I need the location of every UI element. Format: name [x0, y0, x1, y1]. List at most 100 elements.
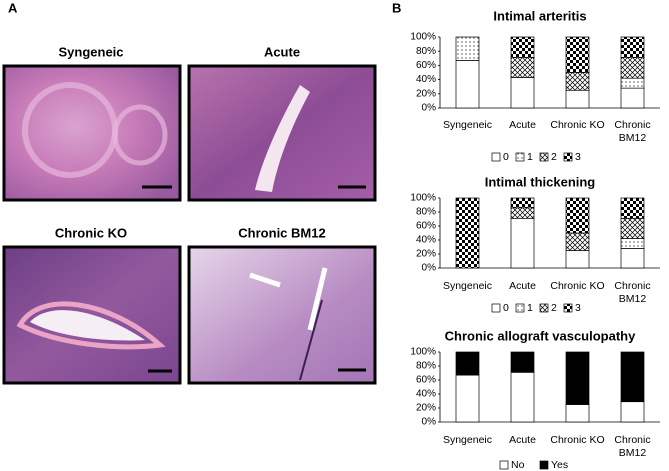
x-tick-label: Chronic BM12	[614, 280, 651, 305]
bar-segment	[620, 401, 645, 423]
y-tick-label: 60%	[416, 60, 436, 71]
bar-segment	[620, 57, 645, 79]
legend-swatch	[563, 152, 573, 162]
legend-label: No	[511, 459, 525, 471]
y-tick-label: 0%	[422, 103, 437, 114]
bar-segment	[455, 197, 480, 269]
bar-segment	[620, 248, 645, 269]
bar-segment	[455, 374, 480, 423]
legend-label: Yes	[551, 459, 568, 471]
x-tick-label: Acute	[509, 280, 536, 292]
bar-segment	[565, 404, 590, 423]
tissue-gap	[249, 267, 328, 331]
chart-title: Chronic allograft vasculopathy	[445, 328, 636, 343]
y-tick-label: 40%	[416, 235, 436, 246]
image-title: Chronic BM12	[238, 225, 325, 240]
histology-image	[2, 64, 182, 202]
chart-title: Intimal arteritis	[493, 8, 586, 23]
bar-segment	[620, 77, 645, 89]
bar-segment	[620, 36, 645, 58]
legend-label: 2	[551, 151, 557, 163]
vessel-wall	[16, 301, 166, 350]
legend-swatch	[539, 152, 549, 162]
legend-label: 3	[575, 151, 581, 163]
bar-segment	[620, 217, 645, 239]
legend-swatch	[499, 460, 509, 470]
x-tick-label: Chronic BM12	[614, 119, 651, 144]
bar-segment	[510, 371, 535, 423]
y-tick-label: 40%	[416, 389, 436, 400]
bar-segment	[510, 36, 535, 58]
legend-swatch	[539, 460, 549, 470]
y-tick-label: 80%	[416, 361, 436, 372]
y-tick-label: 0%	[422, 417, 437, 428]
panel-label: B	[392, 0, 401, 15]
bar-segment	[565, 72, 590, 91]
bar-segment	[565, 250, 590, 269]
y-tick-label: 100%	[410, 347, 436, 358]
legend-swatch	[491, 303, 501, 313]
bar-segment	[620, 197, 645, 219]
y-tick-label: 20%	[416, 88, 436, 99]
vessel-lumen	[255, 85, 310, 192]
histology-image	[187, 245, 377, 385]
bar-segment	[510, 77, 535, 109]
y-tick-label: 80%	[416, 46, 436, 57]
legend-swatch	[539, 303, 549, 313]
x-tick-label: Chronic KO	[550, 280, 605, 292]
vessel	[112, 104, 168, 166]
legend-label: 0	[503, 302, 509, 314]
bar-segment	[620, 238, 645, 249]
bar-segment	[510, 197, 535, 209]
bar-segment	[620, 87, 645, 109]
x-tick-label: Acute	[509, 434, 536, 446]
bar-segment	[565, 36, 590, 73]
legend-label: 1	[527, 151, 533, 163]
y-tick-label: 20%	[416, 249, 436, 260]
legend-label: 1	[527, 302, 533, 314]
legend-swatch	[563, 303, 573, 313]
x-tick-label: Chronic BM12	[614, 434, 651, 459]
tissue-fold	[299, 299, 323, 381]
legend-swatch	[515, 303, 525, 313]
y-tick-label: 100%	[410, 32, 436, 43]
y-tick-label: 0%	[422, 263, 437, 274]
x-tick-label: Acute	[509, 119, 536, 131]
bar-segment	[510, 207, 535, 219]
y-tick-label: 60%	[416, 221, 436, 232]
y-tick-label: 20%	[416, 403, 436, 414]
bar-segment	[455, 351, 480, 376]
bar-segment	[565, 232, 590, 251]
panel-label: A	[8, 0, 18, 15]
x-tick-label: Syngeneic	[442, 280, 493, 292]
bar-segment	[565, 351, 590, 405]
legend-swatch	[515, 152, 525, 162]
image-title: Syngeneic	[58, 44, 123, 59]
legend-swatch	[491, 152, 501, 162]
y-tick-label: 80%	[416, 207, 436, 218]
x-tick-label: Syngeneic	[442, 434, 493, 446]
bar-segment	[455, 36, 480, 61]
bar-segment	[565, 89, 590, 109]
image-title: Chronic KO	[55, 225, 127, 240]
x-tick-label: Syngeneic	[442, 119, 493, 131]
x-tick-label: Chronic KO	[550, 119, 605, 131]
y-tick-label: 60%	[416, 375, 436, 386]
vessel-lumen	[30, 310, 145, 341]
bar-segment	[620, 351, 645, 403]
y-tick-label: 40%	[416, 74, 436, 85]
bar-segment	[510, 57, 535, 78]
chart-title: Intimal thickening	[485, 174, 596, 189]
bar-segment	[565, 197, 590, 234]
y-tick-label: 100%	[410, 193, 436, 204]
bar-segment	[455, 60, 480, 109]
legend-label: 2	[551, 302, 557, 314]
legend-label: 3	[575, 302, 581, 314]
x-tick-label: Chronic KO	[550, 434, 605, 446]
bar-segment	[510, 217, 535, 269]
bar-segment	[510, 351, 535, 373]
legend-label: 0	[503, 151, 509, 163]
image-title: Acute	[264, 44, 300, 59]
